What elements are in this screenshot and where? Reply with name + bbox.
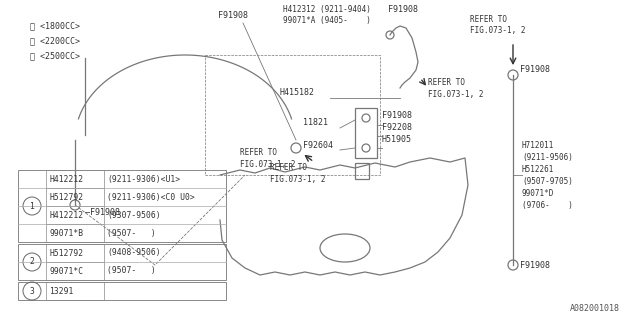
Text: F91908: F91908 [382,111,412,120]
Text: F92604: F92604 [303,141,333,150]
Text: 99071*B: 99071*B [49,228,83,237]
Bar [18,282,226,300]
Text: H512792: H512792 [49,193,83,202]
Text: REFER TO: REFER TO [428,78,465,87]
Text: 99071*C: 99071*C [49,267,83,276]
Text: REFER TO: REFER TO [470,15,507,24]
Bar [18,244,226,280]
Text: H51905: H51905 [382,135,412,144]
Bar [46,170,104,188]
Text: A082001018: A082001018 [570,304,620,313]
Text: (9211-9306)<U1>: (9211-9306)<U1> [107,174,180,183]
Text: F91908: F91908 [218,11,248,20]
Text: (9706-    ): (9706- ) [522,201,573,210]
Text: H712011: H712011 [522,141,554,150]
Text: 2: 2 [29,258,35,267]
Text: (9507-9705): (9507-9705) [522,177,573,186]
Bar [46,244,104,262]
Text: F92208: F92208 [382,123,412,132]
Text: (9507-   ): (9507- ) [107,267,156,276]
Text: ① <1800CC>: ① <1800CC> [30,21,80,30]
Text: (9211-9506): (9211-9506) [522,153,573,162]
Text: 1: 1 [29,202,35,211]
Bar [355,108,377,158]
Bar [46,188,104,206]
Text: H412212: H412212 [49,174,83,183]
Bar [46,262,104,280]
Text: REFER TO: REFER TO [240,148,277,157]
Text: H412212: H412212 [49,211,83,220]
Text: 11821: 11821 [303,118,328,127]
Text: (9211-9306)<C0 U0>: (9211-9306)<C0 U0> [107,193,195,202]
Text: —F91908: —F91908 [85,208,120,217]
Text: F91908: F91908 [520,65,550,74]
Text: FIG.073-1, 2: FIG.073-1, 2 [470,26,525,35]
Text: 13291: 13291 [49,286,74,295]
Text: 3: 3 [29,286,35,295]
Text: H412312 (9211-9404): H412312 (9211-9404) [283,5,371,14]
Text: ② <2200CC>: ② <2200CC> [30,36,80,45]
Text: (9307-9506): (9307-9506) [107,211,161,220]
Bar [355,163,369,179]
Text: H415182: H415182 [280,88,315,97]
Text: H512261: H512261 [522,165,554,174]
Text: 99071*A (9405-    ): 99071*A (9405- ) [283,16,371,25]
Text: FIG.073-1, 2: FIG.073-1, 2 [428,90,483,99]
Text: ③ <2500CC>: ③ <2500CC> [30,51,80,60]
Text: FIG.073-1, 2: FIG.073-1, 2 [270,175,326,184]
Bar [18,170,226,242]
Text: FIG.073-1, 2: FIG.073-1, 2 [240,160,296,169]
Text: 99071*D: 99071*D [522,189,554,198]
Text: F91908: F91908 [388,5,418,14]
Text: F91908: F91908 [520,261,550,270]
Text: (9408-9506): (9408-9506) [107,249,161,258]
Text: REFER TO: REFER TO [270,163,307,172]
Text: H512792: H512792 [49,249,83,258]
Bar [46,206,104,224]
Bar [46,282,104,300]
Text: (9507-   ): (9507- ) [107,228,156,237]
Bar [46,224,104,242]
